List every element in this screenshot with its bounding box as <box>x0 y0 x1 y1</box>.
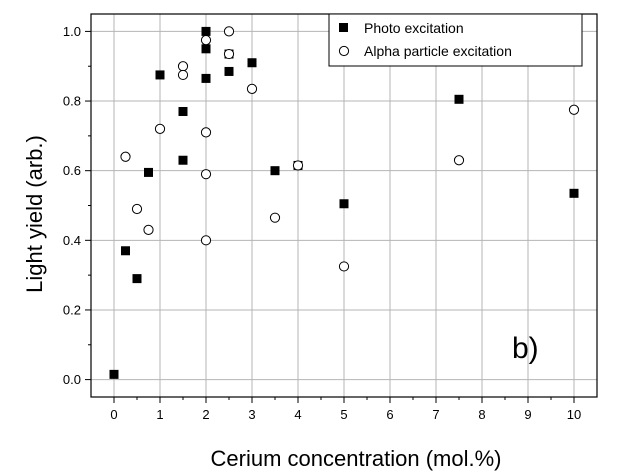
alpha-excitation-point <box>338 261 350 272</box>
alpha-excitation-point <box>269 212 281 223</box>
photo-excitation-point <box>454 94 464 104</box>
alpha-excitation-point <box>223 26 235 37</box>
photo-excitation-point <box>121 246 130 256</box>
photo-excitation-point <box>178 106 188 116</box>
photo-excitation-point <box>270 166 280 176</box>
photo-excitation-point <box>178 155 188 165</box>
alpha-excitation-point <box>223 48 235 60</box>
alpha-excitation-point <box>200 127 212 138</box>
x-tick-label: 5 <box>340 407 347 422</box>
alpha-excitation-point <box>200 169 212 180</box>
photo-excitation-point <box>132 274 142 284</box>
y-tick-label: 0.8 <box>63 94 81 109</box>
alpha-excitation-point <box>200 35 212 46</box>
photo-excitation-point <box>247 58 257 68</box>
x-tick-label: 1 <box>156 407 163 422</box>
legend-box <box>328 13 583 67</box>
panel-annotation: b) <box>512 332 539 365</box>
legend: Photo excitation Alpha particle excitati… <box>328 13 583 67</box>
alpha-excitation-point <box>246 83 258 94</box>
x-tick-label: 7 <box>432 407 439 422</box>
data-points <box>109 26 580 379</box>
x-tick-label: 6 <box>386 407 393 422</box>
alpha-excitation-point <box>292 160 304 171</box>
photo-excitation-point <box>224 66 234 76</box>
x-tick-label: 3 <box>248 407 255 422</box>
alpha-excitation-point <box>177 69 189 81</box>
x-axis-title: Cerium concentration (mol.%) <box>211 446 502 471</box>
legend-label-alpha: Alpha particle excitation <box>364 43 512 59</box>
alpha-excitation-point <box>453 155 465 166</box>
y-tick-label: 0.0 <box>63 372 81 387</box>
x-tick-label: 9 <box>524 407 531 422</box>
legend-marker-alpha <box>338 45 350 57</box>
axis-ticks: 0 1 2 3 4 5 6 7 8 9 10 0.0 0.2 0.4 0.6 0.8 1.0 <box>63 24 581 422</box>
y-tick-label: 1.0 <box>63 24 81 39</box>
y-axis-title: Light yield (arb.) <box>22 135 47 293</box>
alpha-excitation-point <box>200 235 212 246</box>
alpha-excitation-point <box>154 123 166 134</box>
photo-excitation-point <box>144 167 153 177</box>
photo-excitation-point <box>109 369 119 379</box>
legend-marker-photo <box>339 23 348 32</box>
photo-excitation-point <box>201 26 211 36</box>
alpha-excitation-point <box>143 224 154 235</box>
x-tick-label: 10 <box>567 407 581 422</box>
photo-excitation-point <box>155 70 165 80</box>
alpha-excitation-point <box>120 151 131 162</box>
alpha-excitation-point <box>177 61 189 72</box>
alpha-excitation-point <box>568 104 580 115</box>
alpha-excitation-point <box>131 203 143 215</box>
x-tick-label: 4 <box>294 407 301 422</box>
photo-excitation-point <box>201 44 211 54</box>
x-tick-label: 2 <box>202 407 209 422</box>
x-tick-label: 8 <box>478 407 485 422</box>
y-tick-label: 0.4 <box>63 233 81 248</box>
photo-excitation-point <box>201 73 211 83</box>
x-tick-label: 0 <box>110 407 117 422</box>
photo-excitation-point <box>569 188 579 198</box>
y-tick-label: 0.6 <box>63 163 81 178</box>
y-tick-label: 0.2 <box>63 302 81 317</box>
photo-excitation-point <box>339 199 349 209</box>
legend-label-photo: Photo excitation <box>364 20 464 36</box>
